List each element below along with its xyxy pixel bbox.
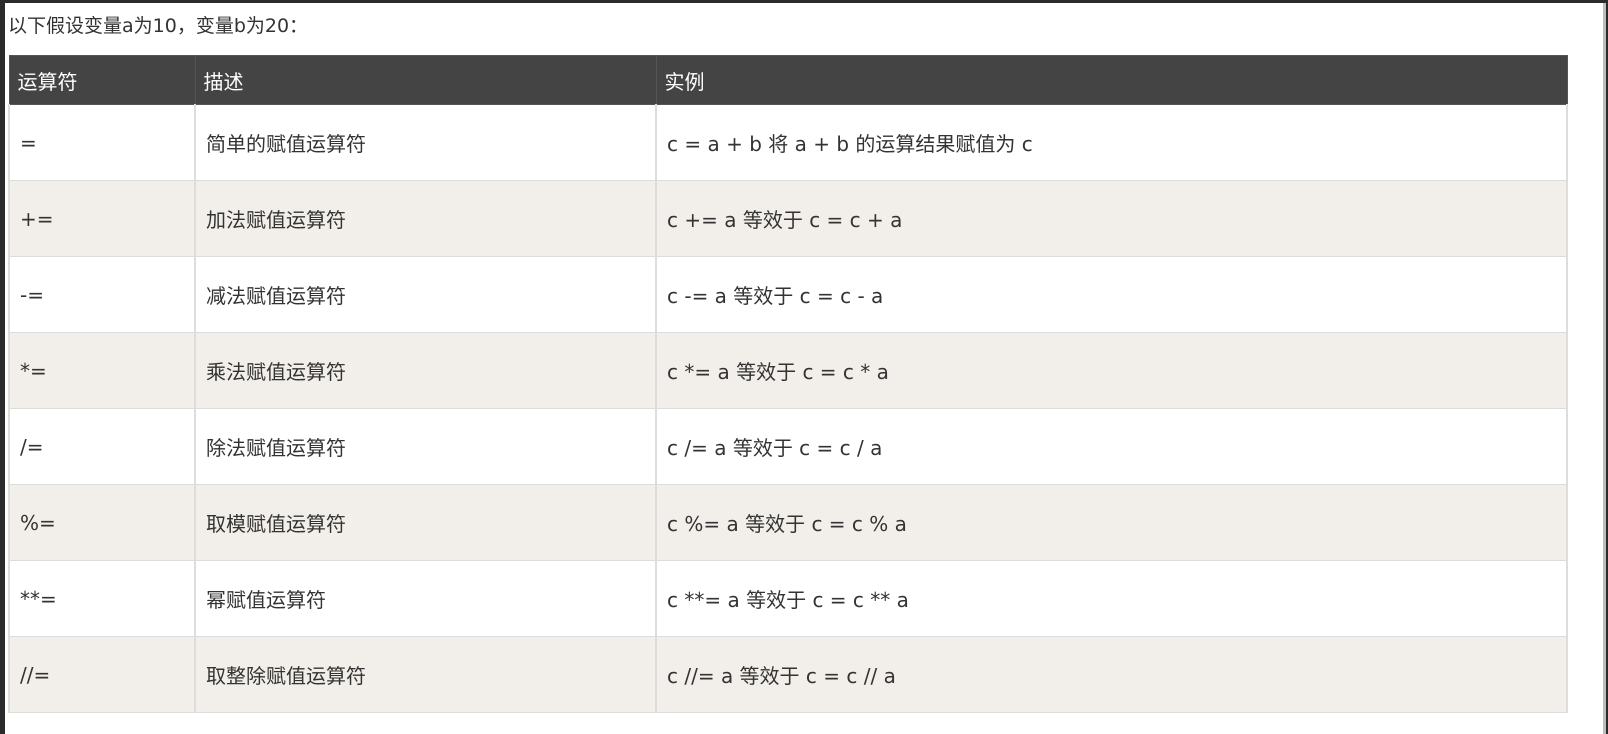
table-row: %= 取模赋值运算符 c %= a 等效于 c = c % a (8, 484, 1568, 561)
operators-table: 运算符 描述 实例 = 简单的赋值运算符 c = a + b 将 a + b 的运算… (8, 55, 1568, 713)
description-cell: 加法赋值运算符 (194, 180, 657, 257)
operator-cell: %= (8, 484, 196, 561)
header-operator: 运算符 (8, 55, 196, 105)
example-cell: c /= a 等效于 c = c / a (655, 408, 1568, 485)
table-row: /= 除法赋值运算符 c /= a 等效于 c = c / a (8, 408, 1568, 485)
table-row: **= 幂赋值运算符 c **= a 等效于 c = c ** a (8, 560, 1568, 637)
example-cell: c *= a 等效于 c = c * a (655, 332, 1568, 409)
description-cell: 取模赋值运算符 (194, 484, 657, 561)
example-cell: c **= a 等效于 c = c ** a (655, 560, 1568, 637)
operator-cell: **= (8, 560, 196, 637)
example-cell: c += a 等效于 c = c + a (655, 180, 1568, 257)
table-row: //= 取整除赋值运算符 c //= a 等效于 c = c // a (8, 636, 1568, 713)
table-row: += 加法赋值运算符 c += a 等效于 c = c + a (8, 180, 1568, 257)
page: 以下假设变量a为10，变量b为20： 运算符 描述 实例 = 简单的赋值运算符 c … (5, 3, 1606, 734)
operator-cell: /= (8, 408, 196, 485)
description-cell: 简单的赋值运算符 (194, 104, 657, 181)
description-cell: 幂赋值运算符 (194, 560, 657, 637)
example-cell: c %= a 等效于 c = c % a (655, 484, 1568, 561)
operator-cell: = (8, 104, 196, 181)
description-cell: 减法赋值运算符 (194, 256, 657, 333)
description-cell: 乘法赋值运算符 (194, 332, 657, 409)
table-header-row: 运算符 描述 实例 (8, 55, 1568, 105)
table-row: -= 减法赋值运算符 c -= a 等效于 c = c - a (8, 256, 1568, 333)
example-cell: c -= a 等效于 c = c - a (655, 256, 1568, 333)
operator-cell: *= (8, 332, 196, 409)
example-cell: c = a + b 将 a + b 的运算结果赋值为 c (655, 104, 1568, 181)
table-row: *= 乘法赋值运算符 c *= a 等效于 c = c * a (8, 332, 1568, 409)
header-example: 实例 (655, 55, 1568, 105)
operator-cell: -= (8, 256, 196, 333)
description-cell: 除法赋值运算符 (194, 408, 657, 485)
table-row: = 简单的赋值运算符 c = a + b 将 a + b 的运算结果赋值为 c (8, 104, 1568, 181)
description-cell: 取整除赋值运算符 (194, 636, 657, 713)
operator-cell: += (8, 180, 196, 257)
operator-cell: //= (8, 636, 196, 713)
header-description: 描述 (194, 55, 657, 105)
example-cell: c //= a 等效于 c = c // a (655, 636, 1568, 713)
intro-text: 以下假设变量a为10，变量b为20： (8, 15, 309, 37)
